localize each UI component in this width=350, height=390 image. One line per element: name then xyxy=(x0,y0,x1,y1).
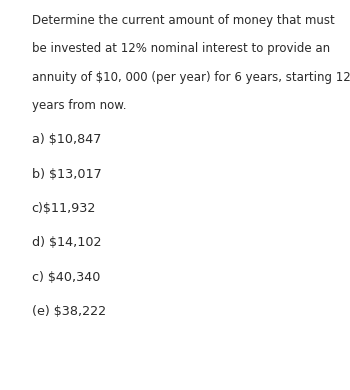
Text: a) $10,847: a) $10,847 xyxy=(32,133,101,146)
Text: years from now.: years from now. xyxy=(32,99,126,112)
Text: annuity of $10, 000 (per year) for 6 years, starting 12: annuity of $10, 000 (per year) for 6 yea… xyxy=(32,71,350,83)
Text: d) $14,102: d) $14,102 xyxy=(32,236,101,249)
Text: (e) $38,222: (e) $38,222 xyxy=(32,305,106,318)
Text: c) $40,340: c) $40,340 xyxy=(32,271,100,284)
Text: c)$11,932: c)$11,932 xyxy=(32,202,96,215)
Text: b) $13,017: b) $13,017 xyxy=(32,168,101,181)
Text: be invested at 12% nominal interest to provide an: be invested at 12% nominal interest to p… xyxy=(32,42,330,55)
Text: Determine the current amount of money that must: Determine the current amount of money th… xyxy=(32,14,334,27)
